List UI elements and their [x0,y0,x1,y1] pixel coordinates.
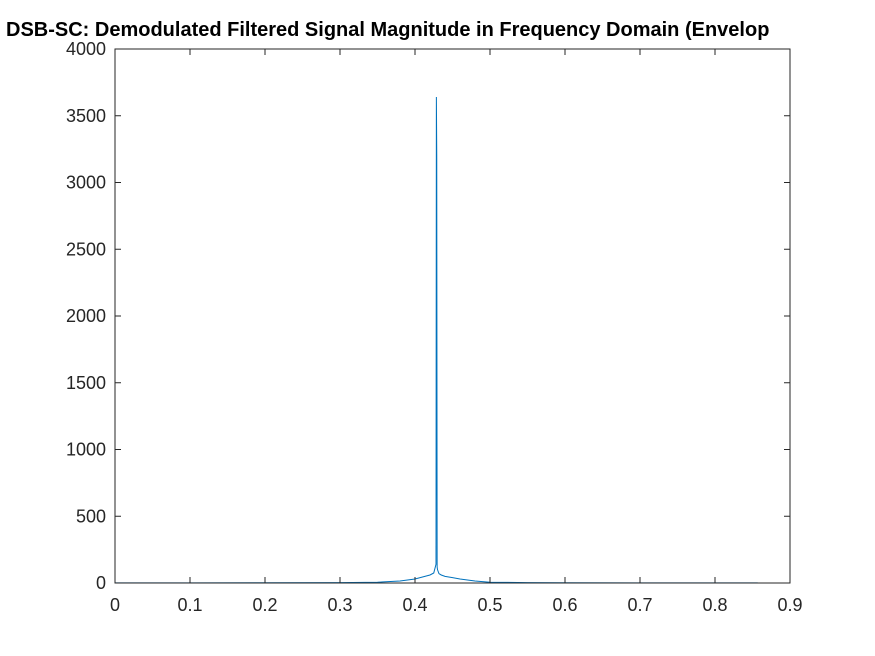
y-tick-label: 3000 [66,173,106,193]
x-tick-label: 0.9 [777,595,802,615]
x-tick-label: 0 [110,595,120,615]
y-tick-label: 4000 [66,39,106,59]
series-line-0 [115,97,758,584]
x-tick-label: 0.2 [252,595,277,615]
y-tick-label: 1000 [66,440,106,460]
x-tick-label: 0.6 [552,595,577,615]
x-tick-label: 0.7 [627,595,652,615]
plot-area [115,49,790,583]
chart-title: DSB-SC: Demodulated Filtered Signal Magn… [6,19,770,41]
x-tick-label: 0.4 [402,595,427,615]
x-tick-label: 0.5 [477,595,502,615]
x-tick-label: 0.1 [177,595,202,615]
y-tick-label: 1500 [66,373,106,393]
x-tick-label: 0.3 [327,595,352,615]
y-tick-label: 500 [76,506,106,526]
y-tick-label: 2500 [66,239,106,259]
y-tick-label: 2000 [66,306,106,326]
x-tick-label: 0.8 [702,595,727,615]
y-tick-label: 0 [96,573,106,593]
y-tick-label: 3500 [66,106,106,126]
